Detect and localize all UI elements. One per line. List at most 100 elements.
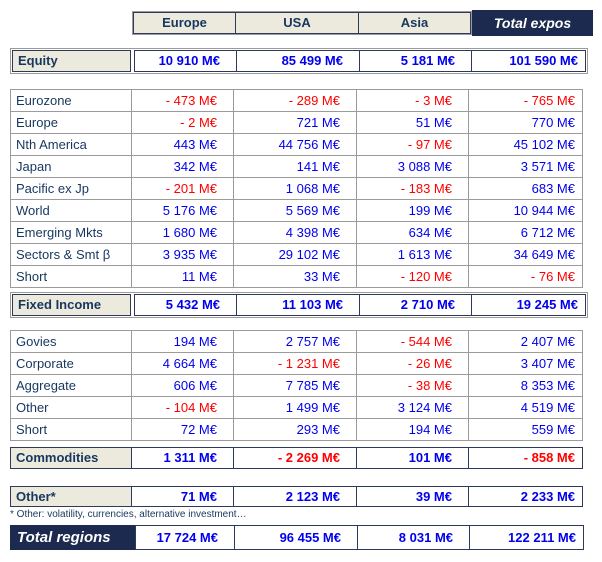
value-cell: 4 664 M€ [131,352,234,375]
value-cell: - 2 M€ [131,111,234,134]
value-cell: 6 712 M€ [468,221,583,244]
row-label: Nth America [10,133,132,156]
other-footnote: * Other: volatility, currencies, alterna… [10,509,247,520]
value-cell: 19 245 M€ [471,294,586,316]
detail-row: Other - 104 M€ 1 499 M€ 3 124 M€ 4 519 M€ [10,396,602,419]
value-cell: 3 407 M€ [468,352,583,375]
value-cell: 101 590 M€ [471,50,586,72]
value-cell: 17 724 M€ [135,525,235,550]
value-cell: 34 649 M€ [468,243,583,266]
value-cell: 3 088 M€ [356,155,469,178]
value-cell: 96 455 M€ [234,525,358,550]
row-label: Eurozone [10,89,132,112]
value-cell: 71 M€ [131,486,234,507]
equity-frame: Equity 10 910 M€ 85 499 M€ 5 181 M€ 101 590 … [10,48,588,74]
total-regions-row: Total regions 17 724 M€ 96 455 M€ 8 031 M€ 1… [10,525,602,550]
value-cell: 39 M€ [356,486,469,507]
value-cell: 606 M€ [131,374,234,397]
value-cell: - 858 M€ [468,447,583,469]
total-regions-label: Total regions [10,525,136,550]
value-cell: - 544 M€ [356,330,469,353]
value-cell: 141 M€ [233,155,357,178]
value-cell: 5 176 M€ [131,199,234,222]
value-cell: 443 M€ [131,133,234,156]
value-cell: 5 432 M€ [134,294,237,316]
value-cell: 1 311 M€ [131,447,234,469]
fixed-income-breakdown-table: Govies 194 M€ 2 757 M€ - 544 M€ 2 407 M€ Corp… [10,330,602,441]
column-header-europe: Europe [133,12,236,34]
column-header-usa: USA [235,12,359,34]
value-cell: 4 519 M€ [468,396,583,419]
value-cell: 33 M€ [233,265,357,288]
row-label: Aggregate [10,374,132,397]
fixed-income-frame: Fixed Income 5 432 M€ 11 103 M€ 2 710 M€ 19 … [10,292,588,318]
detail-row: Aggregate 606 M€ 7 785 M€ - 38 M€ 8 353 M€ [10,374,602,397]
value-cell: 101 M€ [356,447,469,469]
value-cell: 559 M€ [468,418,583,441]
value-cell: - 2 269 M€ [233,447,357,469]
value-cell: - 76 M€ [468,265,583,288]
value-cell: 683 M€ [468,177,583,200]
row-label: Govies [10,330,132,353]
detail-row: Emerging Mkts 1 680 M€ 4 398 M€ 634 M€ 6 712… [10,221,602,244]
value-cell: 45 102 M€ [468,133,583,156]
detail-row: Pacific ex Jp - 201 M€ 1 068 M€ - 183 M€ 683… [10,177,602,200]
value-cell: 2 710 M€ [359,294,472,316]
value-cell: - 473 M€ [131,89,234,112]
row-label: Europe [10,111,132,134]
value-cell: 3 571 M€ [468,155,583,178]
detail-row: World 5 176 M€ 5 569 M€ 199 M€ 10 944 M€ [10,199,602,222]
row-label: Sectors & Smt β [10,243,132,266]
value-cell: 2 123 M€ [233,486,357,507]
value-cell: 3 935 M€ [131,243,234,266]
value-cell: 1 068 M€ [233,177,357,200]
value-cell: 1 680 M€ [131,221,234,244]
row-label: Other [10,396,132,419]
value-cell: 293 M€ [233,418,357,441]
value-cell: 8 031 M€ [357,525,470,550]
detail-row: Govies 194 M€ 2 757 M€ - 544 M€ 2 407 M€ [10,330,602,353]
row-label: Short [10,418,132,441]
value-cell: 634 M€ [356,221,469,244]
column-header-asia: Asia [358,12,471,34]
detail-row: Japan 342 M€ 141 M€ 3 088 M€ 3 571 M€ [10,155,602,178]
value-cell: - 120 M€ [356,265,469,288]
value-cell: 51 M€ [356,111,469,134]
value-cell: 122 211 M€ [469,525,584,550]
value-cell: 5 569 M€ [233,199,357,222]
row-label: Emerging Mkts [10,221,132,244]
value-cell: 342 M€ [131,155,234,178]
value-cell: - 765 M€ [468,89,583,112]
row-label: World [10,199,132,222]
value-cell: 1 499 M€ [233,396,357,419]
value-cell: 29 102 M€ [233,243,357,266]
value-cell: - 104 M€ [131,396,234,419]
fixed-income-label: Fixed Income [12,294,131,316]
commodities-row: Commodities 1 311 M€ - 2 269 M€ 101 M€ - 858… [10,447,602,469]
detail-row: Short 72 M€ 293 M€ 194 M€ 559 M€ [10,418,602,441]
value-cell: - 201 M€ [131,177,234,200]
region-header-group: Europe USA Asia [132,11,472,35]
detail-row: Corporate 4 664 M€ - 1 231 M€ - 26 M€ 3 407 … [10,352,602,375]
row-label: Pacific ex Jp [10,177,132,200]
detail-row: Eurozone - 473 M€ - 289 M€ - 3 M€ - 765 M€ [10,89,602,112]
value-cell: - 1 231 M€ [233,352,357,375]
value-cell: 194 M€ [356,418,469,441]
value-cell: 4 398 M€ [233,221,357,244]
commodities-label: Commodities [10,447,132,469]
value-cell: - 183 M€ [356,177,469,200]
value-cell: - 26 M€ [356,352,469,375]
value-cell: - 3 M€ [356,89,469,112]
other-row: Other* 71 M€ 2 123 M€ 39 M€ 2 233 M€ [10,486,602,507]
equity-row: Equity 10 910 M€ 85 499 M€ 5 181 M€ 101 590 … [12,50,586,72]
equity-breakdown-table: Eurozone - 473 M€ - 289 M€ - 3 M€ - 765 M€ Eu… [10,89,602,288]
value-cell: 2 407 M€ [468,330,583,353]
detail-row: Short 11 M€ 33 M€ - 120 M€ - 76 M€ [10,265,602,288]
value-cell: - 97 M€ [356,133,469,156]
other-label: Other* [10,486,132,507]
value-cell: 72 M€ [131,418,234,441]
row-label: Japan [10,155,132,178]
value-cell: 8 353 M€ [468,374,583,397]
